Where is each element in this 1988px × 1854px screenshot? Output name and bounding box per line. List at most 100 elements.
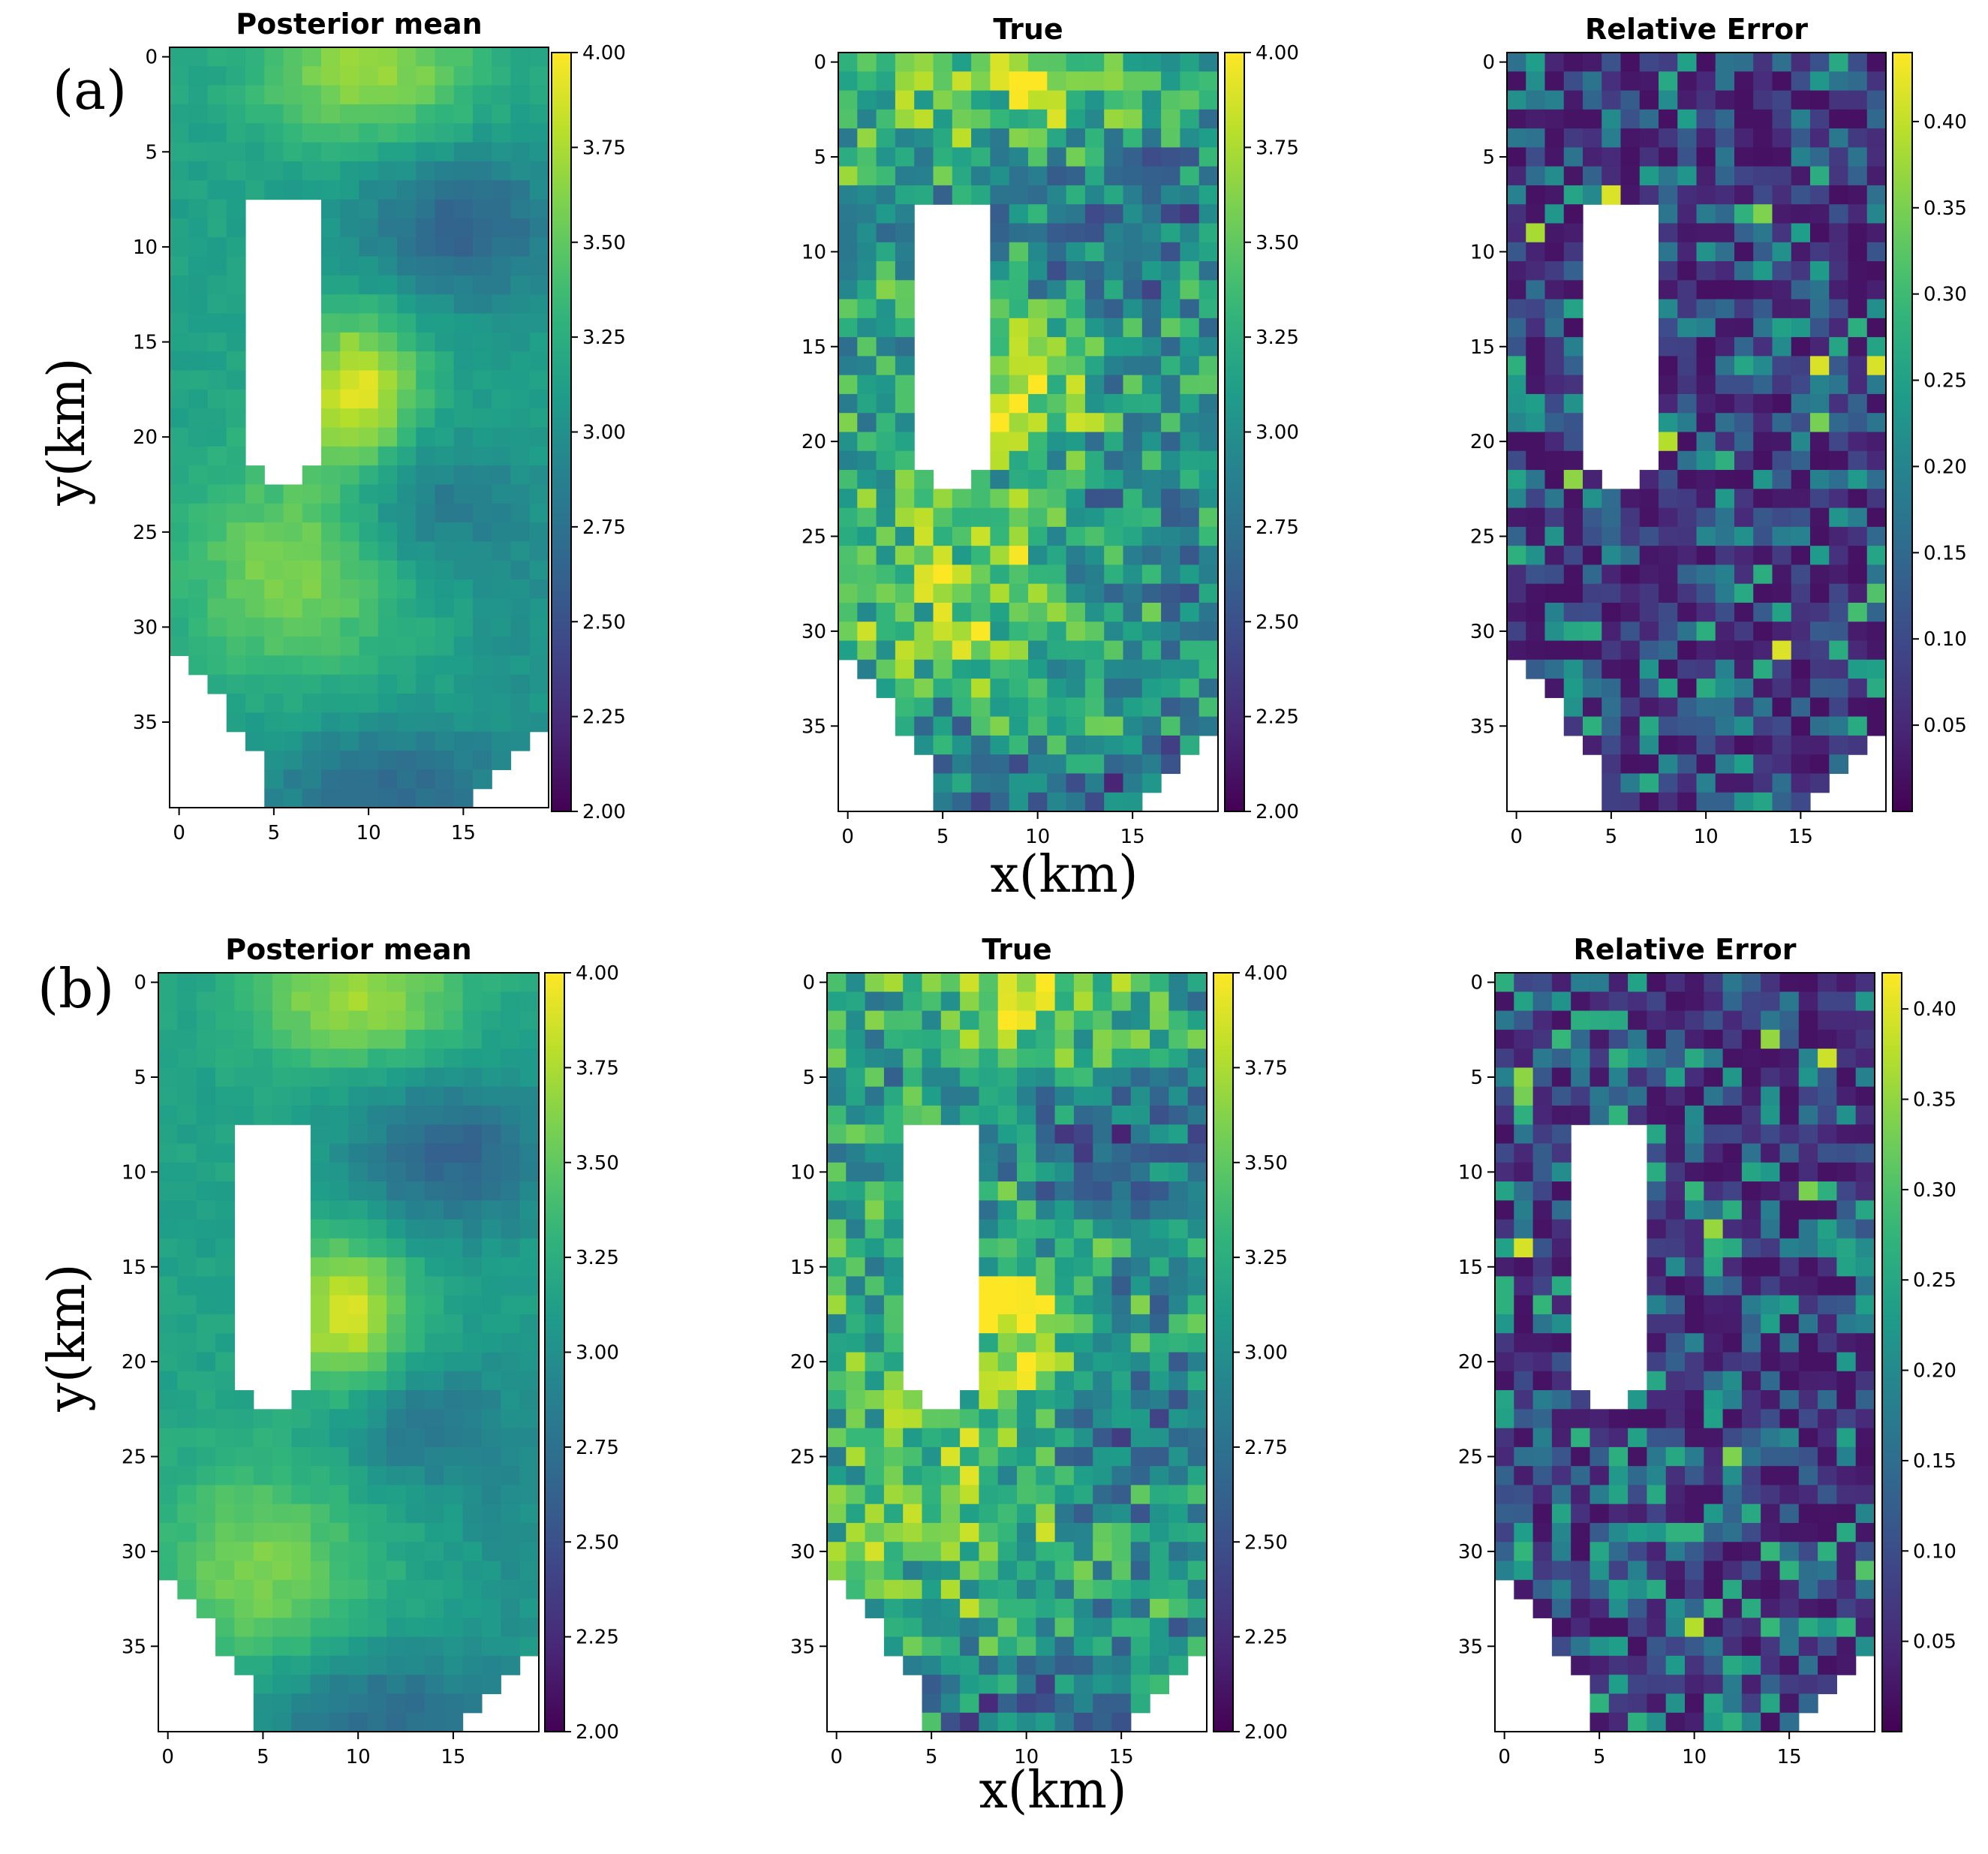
heatmap-cell (1722, 1466, 1743, 1486)
heatmap-cell (883, 1010, 904, 1031)
heatmap-cell (1810, 754, 1830, 775)
heatmap-cell (1798, 1257, 1818, 1278)
heatmap-cell (1818, 1029, 1837, 1049)
heatmap-cell (1628, 1712, 1647, 1732)
heatmap-cell (1514, 1503, 1534, 1524)
heatmap-cell (922, 1655, 942, 1675)
heatmap-cell (529, 446, 549, 466)
heatmap-cell (865, 1466, 885, 1486)
heatmap-cell (310, 1067, 330, 1088)
heatmap-cell (444, 1049, 464, 1068)
heatmap-cell (1544, 489, 1565, 509)
heatmap-cell (1009, 147, 1029, 167)
heatmap-cell (1734, 53, 1754, 72)
heatmap-cell (903, 1636, 923, 1657)
heatmap-cell (997, 1636, 1018, 1657)
heatmap-cell (857, 432, 877, 452)
y-tick-label: 30 (133, 616, 158, 639)
heatmap-cell (990, 489, 1010, 509)
heatmap-cell (1054, 1712, 1075, 1732)
heatmap-cell (1602, 773, 1622, 793)
heatmap-cell (188, 142, 209, 162)
heatmap-cell (979, 1257, 999, 1278)
heatmap-cell (1753, 318, 1773, 338)
heatmap-cell (405, 1446, 426, 1467)
heatmap-cell (340, 484, 360, 504)
heatmap-cell (321, 389, 341, 409)
heatmap-cell (386, 1333, 407, 1353)
heatmap-cell (481, 1086, 501, 1106)
heatmap-cell (453, 674, 474, 694)
heatmap-cell (473, 674, 492, 694)
heatmap-cell (1507, 261, 1526, 281)
heatmap-cell (397, 389, 417, 409)
heatmap-cell (1779, 1485, 1800, 1505)
heatmap-cell (519, 1542, 540, 1562)
heatmap-cell (1761, 1067, 1781, 1088)
heatmap-cell (960, 1390, 979, 1410)
heatmap-cell (207, 408, 227, 429)
heatmap-cell (1066, 71, 1086, 92)
heatmap-cell (519, 1522, 540, 1542)
heatmap-cell (960, 1067, 979, 1088)
heatmap-cell (1104, 546, 1124, 566)
heatmap-cell (1855, 1636, 1875, 1657)
heatmap-cell (302, 655, 322, 676)
heatmap-cell (1608, 1428, 1629, 1448)
heatmap-cell (1526, 223, 1546, 243)
heatmap-cell (340, 66, 360, 86)
heatmap-cell (1161, 583, 1180, 603)
heatmap-cell (462, 992, 483, 1012)
heatmap-cell (933, 147, 953, 167)
heatmap-cell (922, 1599, 942, 1618)
heatmap-cell (272, 1599, 293, 1618)
heatmap-cell (462, 1428, 483, 1448)
heatmap-cell (1009, 583, 1029, 603)
heatmap-cell (435, 123, 455, 143)
heatmap-cell (914, 147, 934, 167)
heatmap-cell (1665, 1428, 1686, 1448)
heatmap-cell (895, 564, 915, 585)
heatmap-cell (226, 484, 246, 504)
heatmap-cell (1111, 1561, 1132, 1581)
heatmap-cell (1761, 1485, 1781, 1505)
heatmap-cell (444, 1542, 464, 1562)
heatmap-cell (1761, 1010, 1781, 1031)
heatmap-cell (1150, 1485, 1169, 1505)
heatmap-cell (1111, 1636, 1132, 1657)
heatmap-cell (340, 237, 360, 257)
heatmap-cell (291, 1086, 311, 1106)
heatmap-cell (158, 1428, 178, 1448)
heatmap-cell (1685, 1314, 1704, 1334)
heatmap-cell (453, 104, 474, 124)
heatmap-cell (1036, 1466, 1056, 1486)
heatmap-cell (367, 1636, 387, 1657)
heatmap-cell (291, 973, 311, 992)
heatmap-cell (473, 85, 492, 105)
heatmap-cell (1761, 1257, 1781, 1278)
heatmap-cell (1161, 204, 1180, 224)
heatmap-cell (1093, 1049, 1113, 1068)
heatmap-cell (1647, 1219, 1667, 1239)
heatmap-cell (473, 503, 492, 523)
heatmap-cell (971, 773, 991, 793)
heatmap-cell (1104, 640, 1124, 661)
heatmap-cell (1054, 1579, 1075, 1600)
heatmap-cell (1685, 1712, 1704, 1732)
heatmap-cell (1054, 1618, 1075, 1638)
heatmap-cell (1855, 1257, 1875, 1278)
heatmap-cell (1855, 1333, 1875, 1353)
heatmap-cell (1677, 147, 1698, 167)
colorbar-tick-label: 2.50 (576, 1531, 619, 1554)
heatmap-cell (215, 973, 235, 992)
heatmap-cell (462, 1636, 483, 1657)
heatmap-cell (997, 1712, 1018, 1732)
heatmap-cell (1017, 1181, 1036, 1201)
heatmap-cell (453, 294, 474, 315)
heatmap-cell (1810, 470, 1830, 489)
heatmap-cell (501, 1067, 521, 1088)
heatmap-cell (914, 602, 934, 622)
heatmap-cell (453, 237, 474, 257)
heatmap-cell (501, 1200, 521, 1220)
y-tick-label: 5 (134, 1067, 146, 1089)
